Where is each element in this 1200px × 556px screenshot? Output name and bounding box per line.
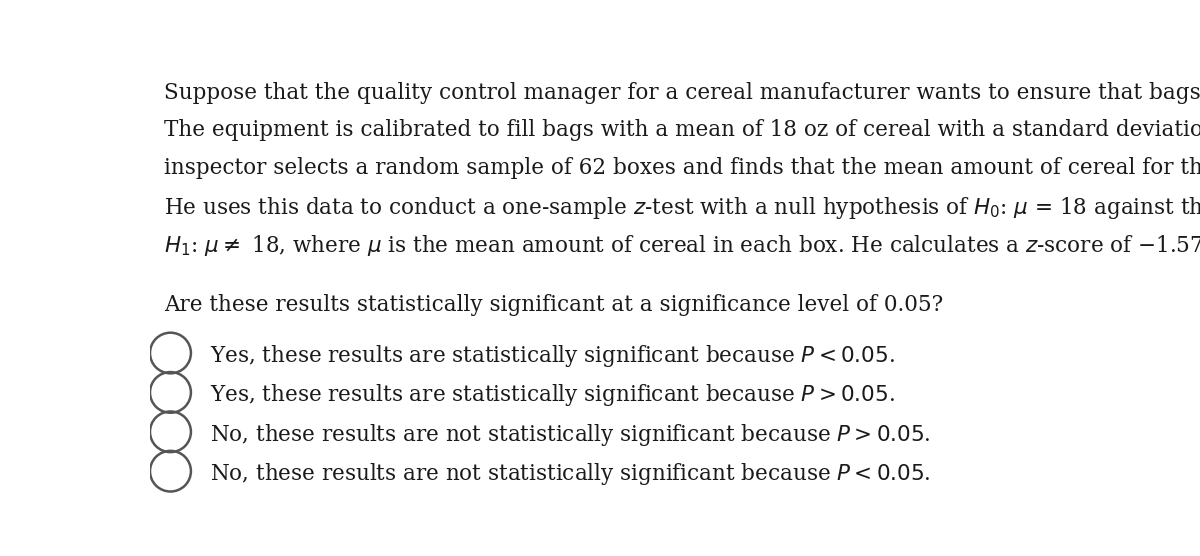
Text: No, these results are not statistically significant because $P > 0.05$.: No, these results are not statistically … [210,421,931,448]
Text: The equipment is calibrated to fill bags with a mean of 18 oz of cereal with a s: The equipment is calibrated to fill bags… [164,120,1200,141]
Text: Yes, these results are statistically significant because $P > 0.05$.: Yes, these results are statistically sig… [210,382,895,408]
Text: Yes, these results are statistically significant because $P < 0.05$.: Yes, these results are statistically sig… [210,343,895,369]
Text: inspector selects a random sample of 62 boxes and finds that the mean amount of : inspector selects a random sample of 62 … [164,157,1200,179]
Text: He uses this data to conduct a one-sample $z$-test with a null hypothesis of $H_: He uses this data to conduct a one-sampl… [164,195,1200,221]
Text: Are these results statistically significant at a significance level of 0.05?: Are these results statistically signific… [164,294,943,316]
Text: No, these results are not statistically significant because $P < 0.05$.: No, these results are not statistically … [210,461,931,487]
Text: Suppose that the quality control manager for a cereal manufacturer wants to ensu: Suppose that the quality control manager… [164,82,1200,104]
Text: $H_1$: $\mu \neq$ 18, where $\mu$ is the mean amount of cereal in each box. He c: $H_1$: $\mu \neq$ 18, where $\mu$ is the… [164,233,1200,258]
